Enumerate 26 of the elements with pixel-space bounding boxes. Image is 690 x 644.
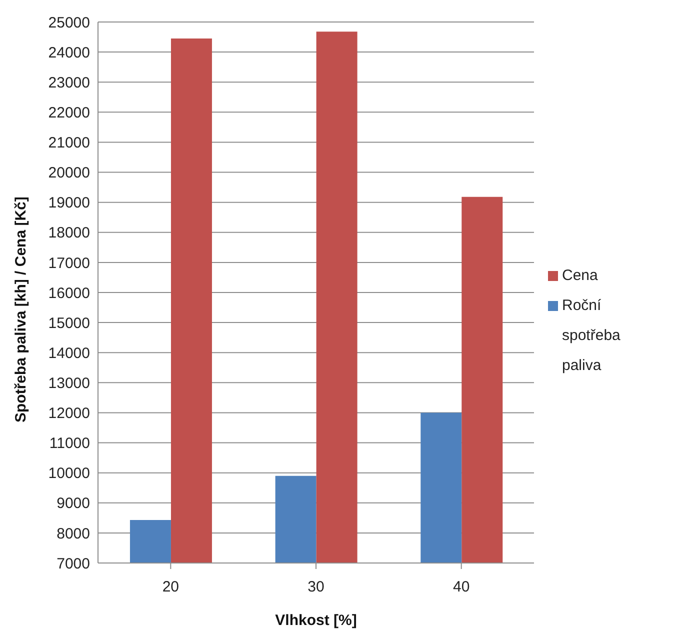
y-tick-label: 7000	[56, 555, 90, 572]
x-tick-label: 40	[452, 578, 470, 596]
y-tick-label: 12000	[48, 405, 90, 422]
y-tick-label: 18000	[48, 224, 90, 242]
y-tick-label: 19000	[48, 194, 90, 212]
x-tick-label: 20	[162, 578, 180, 596]
y-tick-label: 17000	[48, 254, 90, 272]
y-tick-label: 20000	[48, 164, 90, 182]
y-tick-label: 22000	[48, 104, 90, 122]
y-tick-label: 11000	[49, 435, 90, 452]
y-axis-title: Spotřeba paliva [kh] / Cena [Kč]	[12, 196, 30, 422]
x-tick-label: 30	[308, 578, 324, 596]
y-tick-label: 21000	[48, 134, 90, 152]
y-tick-label: 13000	[48, 374, 90, 392]
y-tick-label: 24000	[48, 44, 90, 62]
y-tick-label: 9000	[56, 495, 90, 512]
y-tick-label: 16000	[48, 284, 90, 302]
y-tick-label: 8000	[56, 525, 90, 542]
x-axis-title: Vlhkost [%]	[275, 612, 357, 629]
y-tick-label: 23000	[48, 74, 90, 92]
y-tick-label: 25000	[48, 14, 90, 32]
y-tick-label: 10000	[48, 465, 90, 482]
y-tick-label: 14000	[48, 344, 90, 362]
y-tick-label: 15000	[48, 314, 90, 332]
legend-label: Cena	[562, 266, 599, 286]
legend-label: Roční spotřeba paliva	[562, 296, 622, 376]
